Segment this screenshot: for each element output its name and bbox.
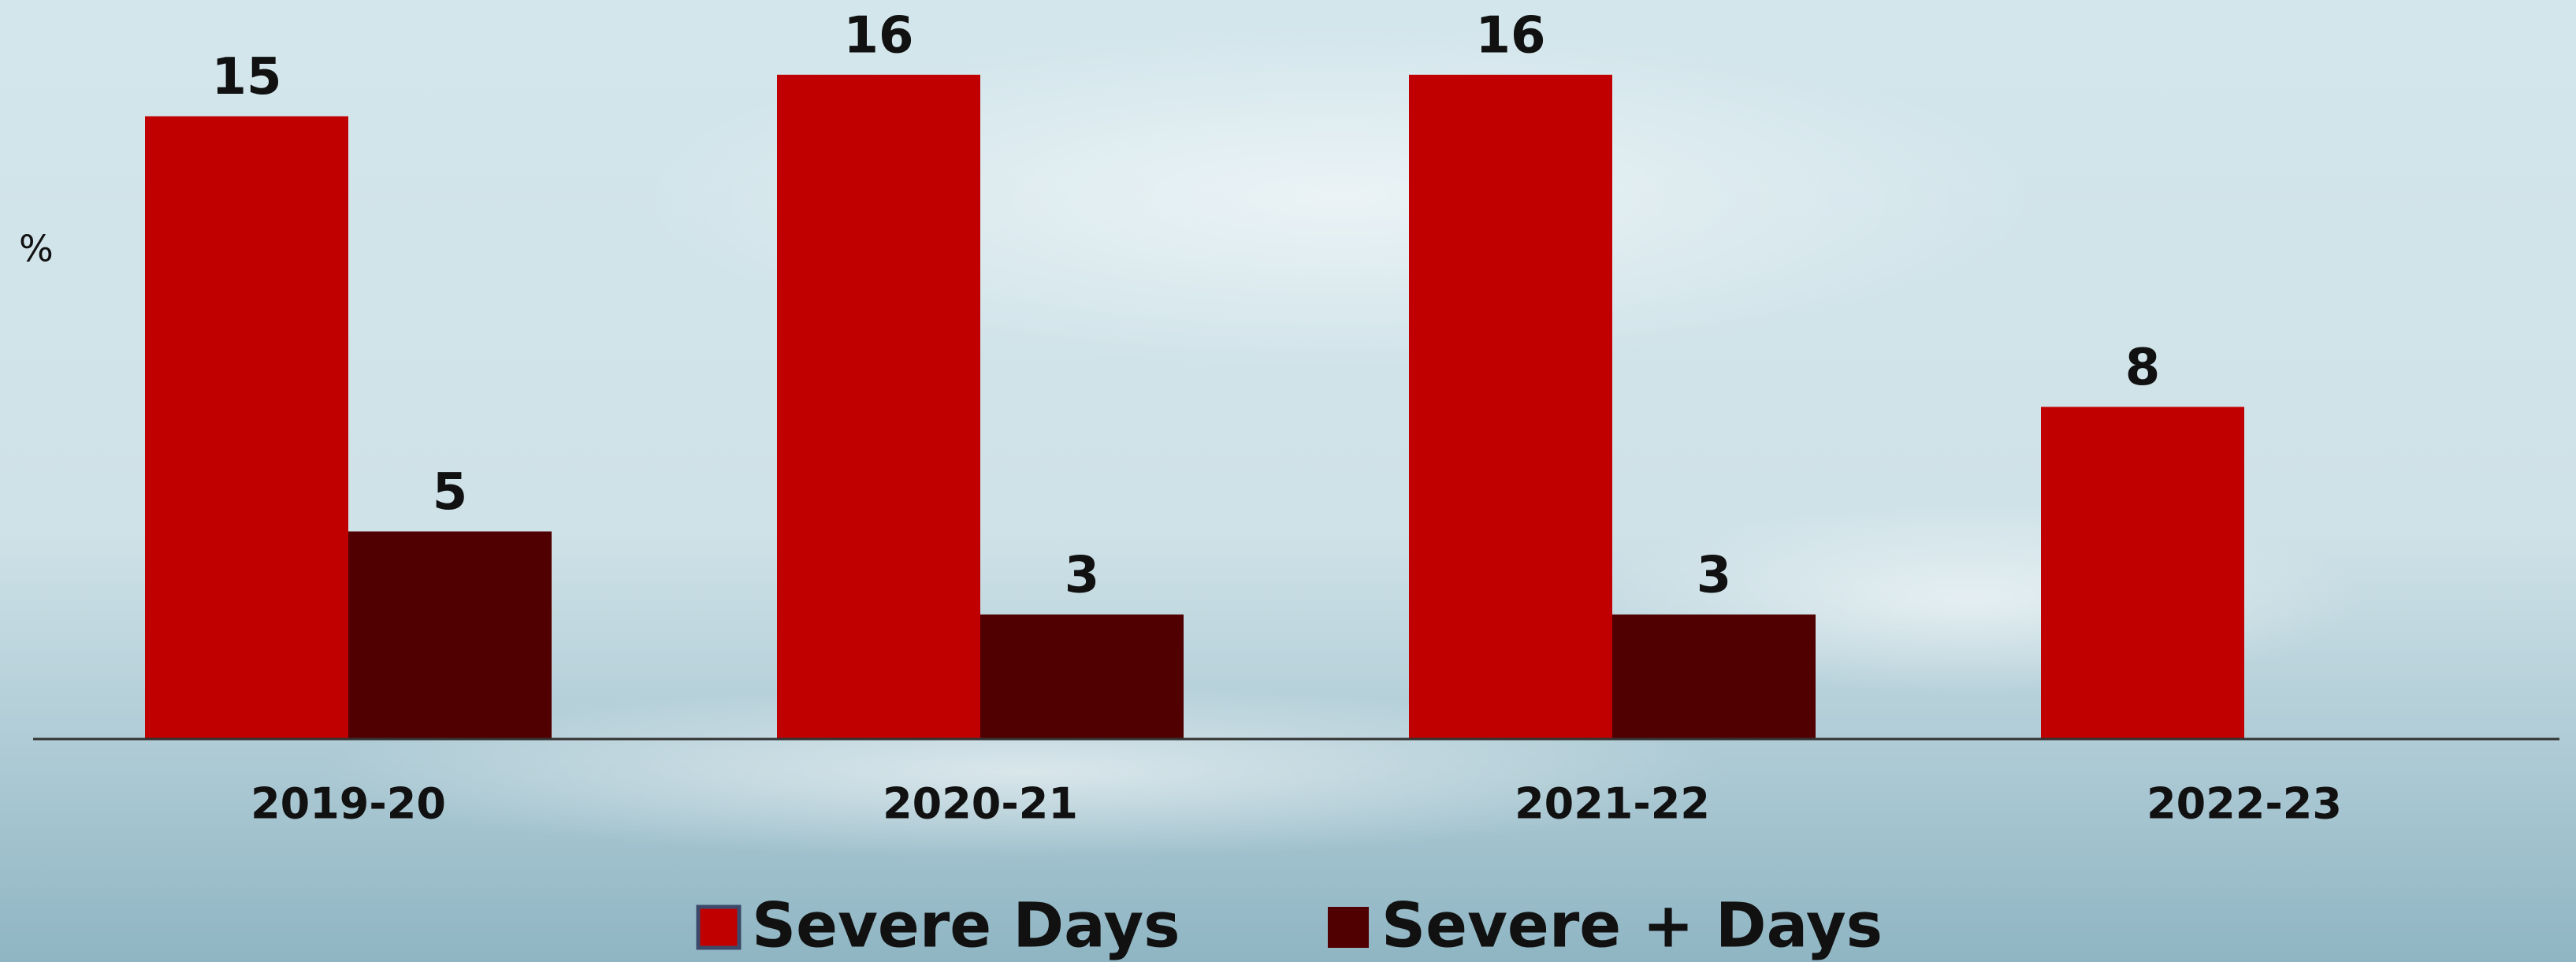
x-tick-label: 2019-20 bbox=[251, 779, 446, 829]
x-tick-label: 2021-22 bbox=[1515, 779, 1710, 829]
bar bbox=[980, 615, 1184, 739]
bar bbox=[348, 532, 552, 739]
x-tick-label: 2020-21 bbox=[883, 779, 1078, 829]
value-label: 15 bbox=[211, 48, 281, 106]
bar bbox=[777, 75, 980, 739]
value-label: 5 bbox=[433, 463, 468, 522]
value-label: 8 bbox=[2125, 339, 2161, 397]
legend-swatch bbox=[1328, 907, 1369, 948]
legend-label: Severe + Days bbox=[1381, 890, 1883, 961]
bar bbox=[1612, 615, 1816, 739]
x-tick-label: 2022-23 bbox=[2147, 779, 2342, 829]
bar bbox=[145, 117, 348, 739]
chart: % 15 5 2019-20 16 3 2020-21 16 3 2021-22 8 2022-23… bbox=[0, 0, 2576, 962]
page: {"chart_data": {"type": "bar", "y_label"… bbox=[0, 0, 2576, 962]
value-label: 3 bbox=[1065, 546, 1100, 604]
value-label: 16 bbox=[1475, 6, 1545, 65]
bar bbox=[1409, 75, 1612, 739]
y-axis-label: % bbox=[19, 228, 54, 270]
value-label: 3 bbox=[1697, 546, 1732, 604]
bar bbox=[2041, 407, 2244, 739]
value-label: 16 bbox=[843, 6, 913, 65]
legend-swatch bbox=[698, 907, 739, 948]
legend-label: Severe Days bbox=[752, 890, 1180, 961]
